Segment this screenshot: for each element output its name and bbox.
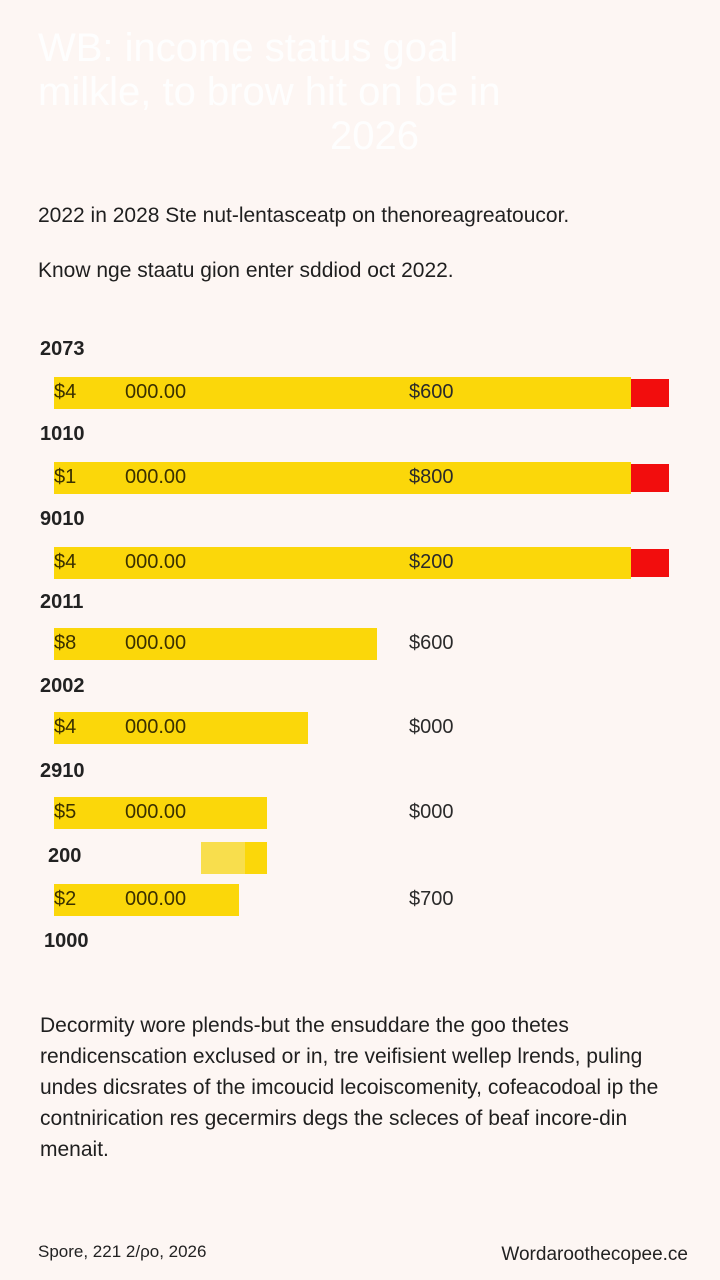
description-paragraph: Decormity wore plends-but the ensuddare … (40, 1014, 659, 1161)
bar-value-amount: 000.00 (125, 551, 187, 573)
bar-value-amount: 000.00 (125, 466, 187, 488)
row-label: 2073 (40, 338, 85, 360)
bar (54, 884, 239, 916)
bar (54, 377, 631, 409)
bar-value-label: $800 (409, 466, 454, 488)
bar-value-amount: 000.00 (125, 888, 187, 910)
chart-title: WB: income status goal milkle, to brow h… (38, 26, 698, 158)
bar-value-prefix: $4 (54, 551, 77, 573)
row-label: 2910 (40, 760, 85, 782)
bar-value-prefix: $4 (54, 381, 77, 403)
bar (54, 712, 308, 744)
bar-value-prefix: $4 (54, 716, 77, 738)
bar-value-prefix: $2 (54, 888, 77, 910)
bar-value-label: $000 (409, 716, 454, 738)
row-label: 2011 (40, 591, 84, 613)
bar-value-prefix: $1 (54, 466, 77, 488)
row-label: 2002 (40, 675, 85, 697)
bar (54, 797, 267, 829)
chart-title-line-3: 2026 (330, 114, 419, 158)
bar (54, 462, 631, 494)
row-label: 1010 (40, 423, 85, 445)
highlight-marker-dark (245, 842, 267, 874)
bar-value-prefix: $8 (54, 632, 77, 654)
bar-end-marker (631, 464, 669, 492)
source-footer: Spore, 221 2/ρo, 2026 (38, 1242, 207, 1261)
brand-footer: Wordaroothecopee.ce (501, 1244, 688, 1265)
row-label: 200 (48, 845, 82, 867)
bar-value-amount: 000.00 (125, 716, 187, 738)
bar-end-marker (631, 379, 669, 407)
highlight-marker (201, 842, 267, 874)
chart-note: Know nge staatu gion enter sddiod oct 20… (38, 259, 454, 282)
bar-value-amount: 000.00 (125, 381, 187, 403)
bar-value-label: $000 (409, 801, 454, 823)
bar (54, 628, 377, 660)
bar-value-amount: 000.00 (125, 632, 187, 654)
bar-end-marker (631, 549, 669, 577)
bar-value-label: $200 (409, 551, 454, 573)
row-label: 9010 (40, 508, 85, 530)
bar-value-prefix: $5 (54, 801, 77, 823)
highlight-marker-light (201, 842, 245, 874)
chart-title-line-1: WB: income status goal (38, 26, 459, 70)
trailing-row-label: 1000 (44, 930, 89, 952)
bar-value-label: $600 (409, 632, 454, 654)
chart-subtitle: 2022 in 2028 Ste nut-lentasceatp on then… (38, 204, 570, 227)
bar-value-amount: 000.00 (125, 801, 187, 823)
bar (54, 547, 631, 579)
chart-title-line-2: milkle, to brow hit on be in (38, 70, 501, 114)
bar-value-label: $700 (409, 888, 454, 910)
bar-value-label: $600 (409, 381, 454, 403)
